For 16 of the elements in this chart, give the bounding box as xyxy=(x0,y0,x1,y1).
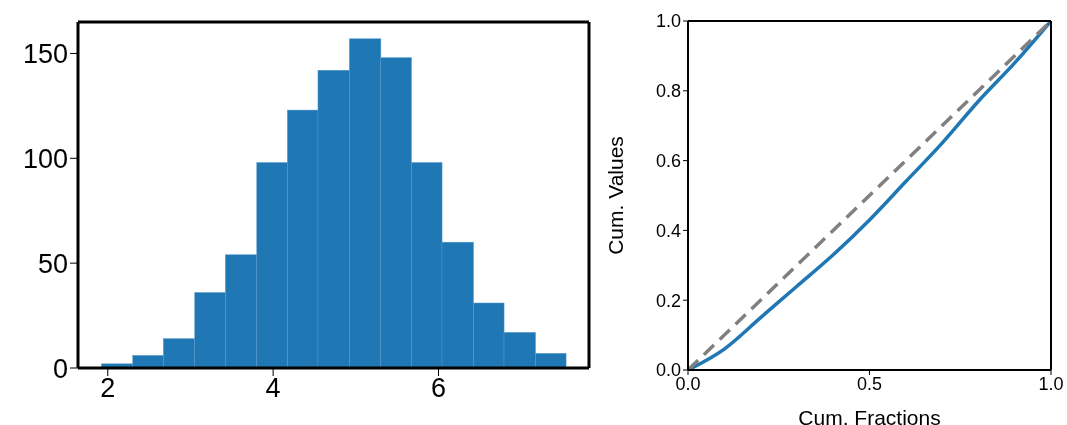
y-tick-label: 50 xyxy=(37,248,68,279)
x-tick-label: 2 xyxy=(100,373,116,404)
y-tick-label: 150 xyxy=(22,39,68,70)
y-tick-label: 0 xyxy=(52,353,68,384)
y-axis-title: Cum. Values xyxy=(604,136,628,255)
x-tick-label: 0.5 xyxy=(856,373,883,394)
y-tick-label: 0.8 xyxy=(655,81,681,102)
y-tick-label: 100 xyxy=(22,143,68,174)
y-tick-label: 0.2 xyxy=(655,290,681,311)
x-axis-title: Cum. Fractions xyxy=(798,406,941,425)
x-tick-label: 1.0 xyxy=(1038,373,1064,394)
y-tick-label: 0.6 xyxy=(655,150,681,171)
y-tick-label: 0.4 xyxy=(655,220,681,241)
x-tick-label: 4 xyxy=(265,373,281,404)
y-tick-label: 1.0 xyxy=(655,11,681,32)
x-tick-label: 6 xyxy=(431,373,447,404)
